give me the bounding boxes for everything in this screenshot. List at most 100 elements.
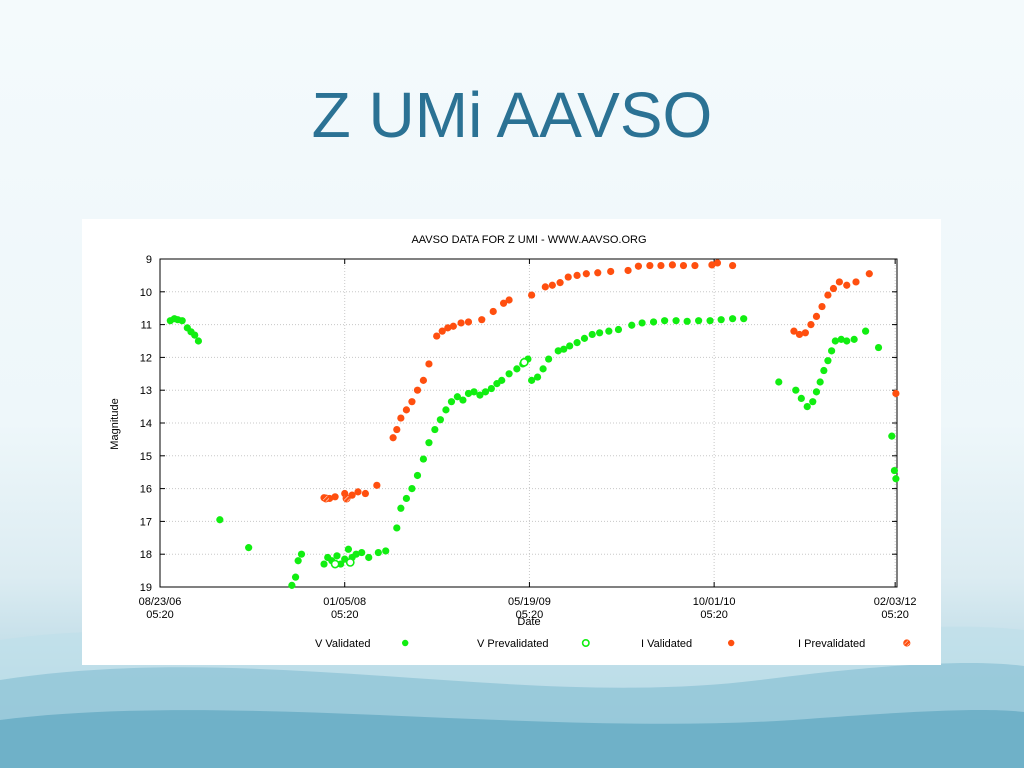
data-point [344,545,353,553]
data-point [795,330,804,339]
data-point [729,261,737,270]
data-point [191,331,199,339]
data-point [638,319,646,327]
data-point [419,376,427,384]
data-point [408,485,416,493]
data-point [614,325,623,334]
legend-label: I Validated [641,638,692,650]
data-point [792,386,800,394]
data-point [321,494,330,503]
data-point [499,299,508,307]
data-point [470,388,478,396]
data-point [413,471,422,480]
data-point [708,261,716,269]
data-point [797,394,805,402]
data-point [382,547,390,555]
data-points [166,259,900,589]
data-point [402,406,411,414]
axes: 91011121314151617181908/23/0605:2001/05/… [139,254,917,621]
data-point [807,321,815,329]
data-point [519,357,529,367]
data-point [679,261,688,270]
y-tick-label: 16 [140,484,152,496]
data-point [431,425,439,434]
data-point [361,489,369,498]
data-point [389,434,397,442]
data-point [545,355,553,363]
data-point [892,475,900,483]
data-point [459,396,467,404]
data-point [824,357,832,365]
x-tick-label: 01/05/08 [323,596,366,608]
chart-panel: AAVSO DATA FOR Z UMI - WWW.AAVSO.ORG Mag… [82,219,941,665]
legend-marker [903,639,911,647]
data-point [829,284,838,293]
y-tick-label: 11 [141,320,152,332]
data-point [436,416,444,424]
data-point [573,339,581,347]
data-point [397,414,405,422]
data-point [649,318,658,326]
data-point [812,312,821,320]
data-point [393,524,401,532]
data-point [580,334,589,342]
data-point [566,342,574,350]
data-point [330,559,340,569]
data-point [683,317,691,325]
data-point [594,269,602,277]
x-tick-label: 05:20 [881,609,909,621]
data-point [657,261,665,270]
data-point [890,466,899,475]
data-point [476,391,484,399]
data-point [588,330,596,339]
data-point [408,398,416,406]
data-point [291,573,300,581]
data-point [178,317,186,325]
y-tick-label: 12 [140,352,152,364]
data-point [358,548,366,557]
data-point [607,267,615,276]
data-point [425,439,433,447]
data-point [803,403,811,411]
data-point [348,491,356,499]
data-point [541,283,549,291]
data-point [668,261,676,269]
legend: V Validated V Prevalidated I Validated I Pr… [315,638,911,650]
data-point [809,398,817,406]
x-tick-label: 08/23/06 [139,596,182,608]
data-point [554,347,562,355]
data-point [695,317,703,325]
data-point [837,335,845,343]
scatter-chart: AAVSO DATA FOR Z UMI - WWW.AAVSO.ORG Mag… [109,234,917,650]
y-axis-label: Magnitude [109,398,121,449]
data-point [624,266,632,275]
data-point [342,494,351,503]
data-point [661,317,669,325]
data-point [861,327,870,335]
data-point [820,366,828,375]
data-point [539,365,547,373]
data-point [498,376,506,384]
data-point [596,329,604,337]
x-tick-label: 05:20 [331,609,359,621]
data-point [374,548,382,557]
y-tick-label: 10 [140,287,152,299]
data-point [352,550,360,558]
data-point [564,273,572,281]
y-tick-label: 15 [140,451,152,463]
data-point [533,373,542,381]
data-point [865,270,873,278]
data-point [505,296,513,304]
y-tick-label: 17 [140,516,152,528]
data-point [487,384,495,393]
legend-marker [728,639,735,647]
data-point [892,389,900,398]
data-point [852,278,860,286]
data-point [419,455,427,463]
data-point [646,261,654,270]
data-point [425,360,433,368]
data-point [790,327,798,335]
data-point [691,261,699,270]
legend-label: V Prevalidated [477,638,549,650]
data-point [835,278,843,286]
